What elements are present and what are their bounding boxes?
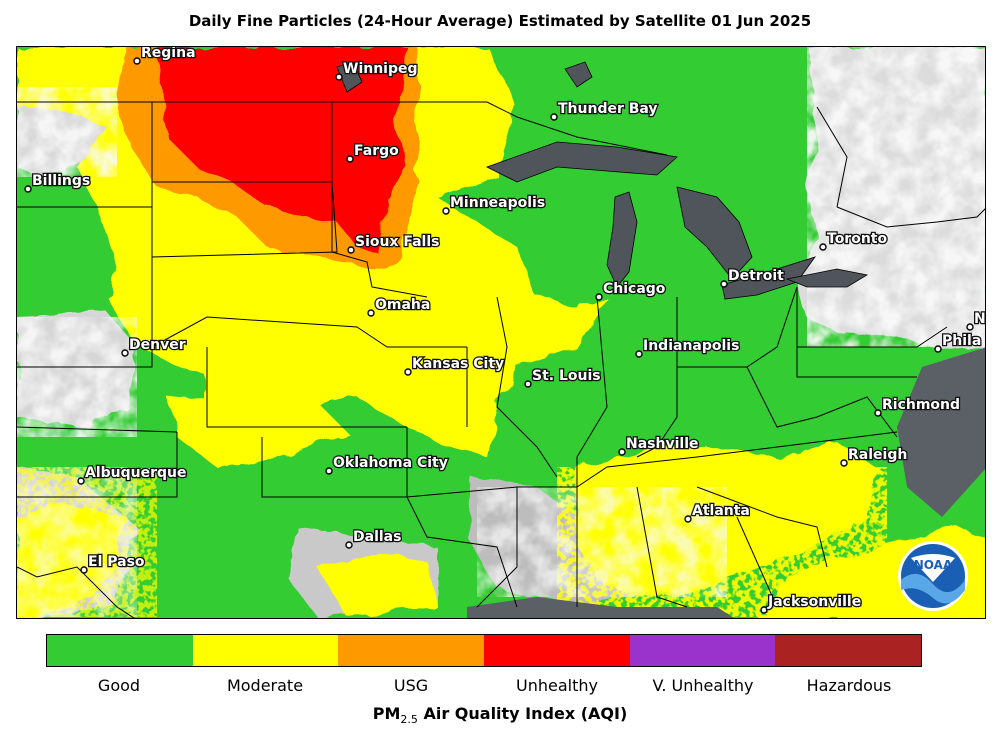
city-label-phila: Phila (942, 333, 981, 349)
city-label-oklahoma-city: Oklahoma City (333, 455, 448, 471)
city-label-st-louis: St. Louis (532, 368, 601, 384)
city-dot-regina (133, 57, 141, 65)
atlantic-water (897, 347, 985, 517)
city-label-denver: Denver (129, 337, 186, 353)
legend-swatch-v-unhealthy (629, 635, 776, 666)
city-dot-fargo (346, 155, 354, 163)
legend-axis-title: PM2.5 Air Quality Index (AQI) (0, 704, 1000, 726)
city-dot-thunder-bay (550, 113, 558, 121)
city-label-indianapolis: Indianapolis (643, 338, 739, 354)
great-lakes (336, 61, 869, 300)
city-dot-kansas-city (404, 368, 412, 376)
city-dot-richmond (874, 409, 882, 417)
legend-label-usg: USG (393, 676, 429, 695)
city-markers: Regina Winnipeg Thunder Bay Fargo Billings Mi… (24, 47, 986, 614)
legend-label-good: Good (97, 676, 141, 695)
city-label-raleigh: Raleigh (848, 447, 907, 463)
city-label-regina: Regina (141, 47, 196, 61)
city-label-atlanta: Atlanta (692, 503, 750, 519)
city-dot-oklahoma-city (325, 467, 333, 475)
unhealthy-region (157, 47, 407, 252)
city-label-albuquerque: Albuquerque (85, 465, 187, 481)
noaa-logo-text: NOAA (914, 558, 953, 572)
city-dot-atlanta (684, 515, 692, 523)
city-dot-indianapolis (635, 350, 643, 358)
city-dot-st-louis (524, 380, 532, 388)
city-dot-jacksonville (760, 606, 768, 614)
state-boundaries (17, 101, 985, 618)
city-dot-dallas (345, 541, 353, 549)
legend-swatch-good (47, 635, 193, 666)
city-dot-albuquerque (77, 477, 85, 485)
legend-swatch-hazardous (775, 635, 922, 666)
cloud-texture (807, 47, 985, 347)
city-label-billings: Billings (32, 173, 90, 189)
legend-swatch-unhealthy (484, 635, 630, 666)
legend-label-hazardous: Hazardous (806, 676, 892, 695)
city-dot-detroit (720, 280, 728, 288)
map-title: Daily Fine Particles (24-Hour Average) E… (188, 12, 812, 30)
city-label-el-paso: El Paso (88, 554, 145, 570)
aqi-legend-bar (46, 634, 922, 667)
city-label-sioux-falls: Sioux Falls (355, 234, 440, 250)
legend-label-moderate: Moderate (226, 676, 304, 695)
city-dot-billings (24, 185, 32, 193)
legend-label-v-unhealthy: V. Unhealthy (652, 676, 754, 695)
gulf-water (467, 597, 734, 618)
city-label-n: N (974, 311, 986, 327)
city-dot-chicago (595, 293, 603, 301)
city-label-detroit: Detroit (728, 268, 784, 284)
city-dot-sioux-falls (347, 246, 355, 254)
city-label-fargo: Fargo (354, 143, 399, 159)
city-label-omaha: Omaha (375, 297, 430, 313)
aqi-legend-labels: Good Moderate USG Unhealthy V. Unhealthy Haza… (46, 676, 922, 695)
city-dot-el-paso (80, 566, 88, 574)
city-label-minneapolis: Minneapolis (450, 195, 545, 211)
legend-label-unhealthy: Unhealthy (516, 676, 598, 695)
axis-title-rest: Air Quality Index (AQI) (417, 704, 628, 723)
legend-swatch-usg (338, 635, 485, 666)
city-label-thunder-bay: Thunder Bay (558, 101, 658, 117)
axis-title-pm: PM (372, 704, 401, 723)
legend-swatch-moderate (192, 635, 339, 666)
city-label-toronto: Toronto (827, 231, 887, 247)
city-label-nashville: Nashville (626, 436, 698, 452)
city-label-chicago: Chicago (603, 281, 666, 297)
city-label-kansas-city: Kansas City (412, 356, 504, 372)
city-dot-winnipeg (335, 73, 343, 81)
city-dot-toronto (819, 243, 827, 251)
city-label-richmond: Richmond (882, 397, 960, 413)
city-label-winnipeg: Winnipeg (343, 61, 418, 77)
city-dot-minneapolis (442, 207, 450, 215)
noaa-logo: NOAA (897, 540, 969, 612)
city-label-jacksonville: Jacksonville (767, 594, 861, 610)
city-dot-phila (934, 345, 942, 353)
aqi-map: Regina Winnipeg Thunder Bay Fargo Billings Mi… (16, 46, 986, 619)
axis-title-sub: 2.5 (400, 713, 418, 727)
city-dot-omaha (367, 309, 375, 317)
city-dot-raleigh (840, 459, 848, 467)
city-dot-nashville (618, 448, 626, 456)
city-dot-denver (121, 349, 129, 357)
city-dot-n (966, 323, 974, 331)
city-label-dallas: Dallas (353, 529, 401, 545)
